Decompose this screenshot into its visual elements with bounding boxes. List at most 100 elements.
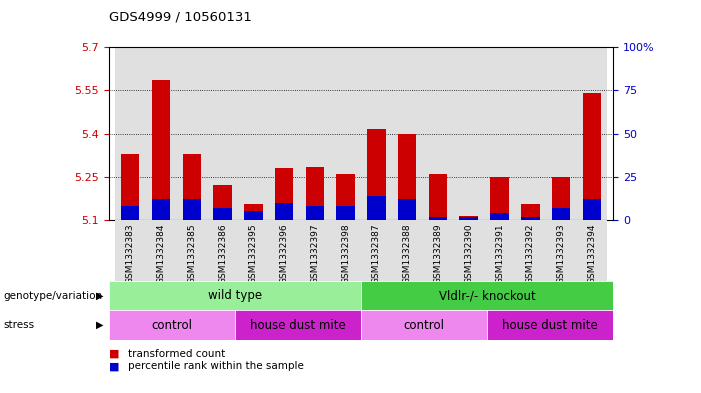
- Bar: [361, 310, 487, 340]
- Bar: [484, 47, 515, 220]
- Bar: [306, 167, 324, 220]
- Bar: [429, 174, 447, 220]
- Text: GSM1332396: GSM1332396: [280, 223, 289, 284]
- Text: GSM1332387: GSM1332387: [372, 223, 381, 284]
- Bar: [515, 47, 545, 220]
- Bar: [583, 199, 601, 220]
- Bar: [552, 208, 571, 220]
- Bar: [367, 196, 386, 220]
- Bar: [392, 47, 423, 220]
- Bar: [177, 47, 207, 220]
- Bar: [361, 47, 392, 220]
- Text: GSM1332391: GSM1332391: [495, 223, 504, 284]
- Bar: [454, 47, 484, 220]
- Bar: [398, 134, 416, 220]
- Bar: [361, 220, 392, 281]
- Bar: [115, 47, 146, 220]
- Bar: [244, 211, 263, 220]
- Text: GSM1332386: GSM1332386: [218, 223, 227, 284]
- Bar: [238, 220, 268, 281]
- Bar: [545, 220, 576, 281]
- Bar: [336, 174, 355, 220]
- Bar: [146, 47, 177, 220]
- Bar: [454, 220, 484, 281]
- Bar: [213, 185, 232, 220]
- Bar: [109, 281, 361, 310]
- Bar: [487, 310, 613, 340]
- Bar: [521, 204, 540, 220]
- Text: house dust mite: house dust mite: [250, 319, 346, 332]
- Text: GSM1332397: GSM1332397: [311, 223, 320, 284]
- Text: ▶: ▶: [96, 320, 104, 330]
- Bar: [398, 199, 416, 220]
- Bar: [423, 47, 454, 220]
- Text: control: control: [404, 319, 444, 332]
- Bar: [545, 47, 576, 220]
- Bar: [121, 206, 139, 220]
- Text: GSM1332389: GSM1332389: [433, 223, 442, 284]
- Bar: [151, 80, 170, 220]
- Bar: [268, 47, 299, 220]
- Text: GSM1332384: GSM1332384: [156, 223, 165, 284]
- Bar: [490, 213, 509, 220]
- Bar: [490, 177, 509, 220]
- Bar: [330, 47, 361, 220]
- Bar: [392, 220, 423, 281]
- Bar: [238, 47, 268, 220]
- Text: GSM1332385: GSM1332385: [187, 223, 196, 284]
- Text: GSM1332393: GSM1332393: [557, 223, 566, 284]
- Bar: [244, 204, 263, 220]
- Text: ■: ■: [109, 361, 119, 371]
- Text: house dust mite: house dust mite: [503, 319, 598, 332]
- Bar: [115, 220, 146, 281]
- Bar: [151, 199, 170, 220]
- Bar: [576, 47, 607, 220]
- Text: GSM1332392: GSM1332392: [526, 223, 535, 284]
- Bar: [459, 216, 478, 220]
- Text: ▶: ▶: [96, 291, 104, 301]
- Bar: [109, 310, 235, 340]
- Bar: [182, 199, 201, 220]
- Bar: [552, 177, 571, 220]
- Text: percentile rank within the sample: percentile rank within the sample: [128, 361, 304, 371]
- Bar: [515, 220, 545, 281]
- Text: Vldlr-/- knockout: Vldlr-/- knockout: [439, 289, 536, 302]
- Bar: [299, 47, 330, 220]
- Bar: [423, 220, 454, 281]
- Text: genotype/variation: genotype/variation: [4, 291, 102, 301]
- Text: wild type: wild type: [207, 289, 262, 302]
- Bar: [275, 168, 293, 220]
- Bar: [306, 206, 324, 220]
- Text: ■: ■: [109, 349, 119, 359]
- Text: control: control: [151, 319, 192, 332]
- Bar: [521, 217, 540, 220]
- Bar: [429, 217, 447, 220]
- Bar: [207, 220, 238, 281]
- Text: GDS4999 / 10560131: GDS4999 / 10560131: [109, 11, 252, 24]
- Bar: [367, 129, 386, 220]
- Text: GSM1332390: GSM1332390: [464, 223, 473, 284]
- Text: GSM1332388: GSM1332388: [402, 223, 411, 284]
- Bar: [275, 203, 293, 220]
- Text: GSM1332398: GSM1332398: [341, 223, 350, 284]
- Bar: [213, 208, 232, 220]
- Bar: [299, 220, 330, 281]
- Bar: [336, 206, 355, 220]
- Bar: [459, 217, 478, 220]
- Text: GSM1332395: GSM1332395: [249, 223, 258, 284]
- Text: GSM1332383: GSM1332383: [125, 223, 135, 284]
- Bar: [182, 154, 201, 220]
- Bar: [361, 281, 613, 310]
- Bar: [583, 93, 601, 220]
- Bar: [146, 220, 177, 281]
- Bar: [235, 310, 361, 340]
- Text: GSM1332394: GSM1332394: [587, 223, 597, 284]
- Bar: [207, 47, 238, 220]
- Bar: [121, 154, 139, 220]
- Bar: [484, 220, 515, 281]
- Bar: [177, 220, 207, 281]
- Text: transformed count: transformed count: [128, 349, 226, 359]
- Bar: [330, 220, 361, 281]
- Bar: [268, 220, 299, 281]
- Bar: [576, 220, 607, 281]
